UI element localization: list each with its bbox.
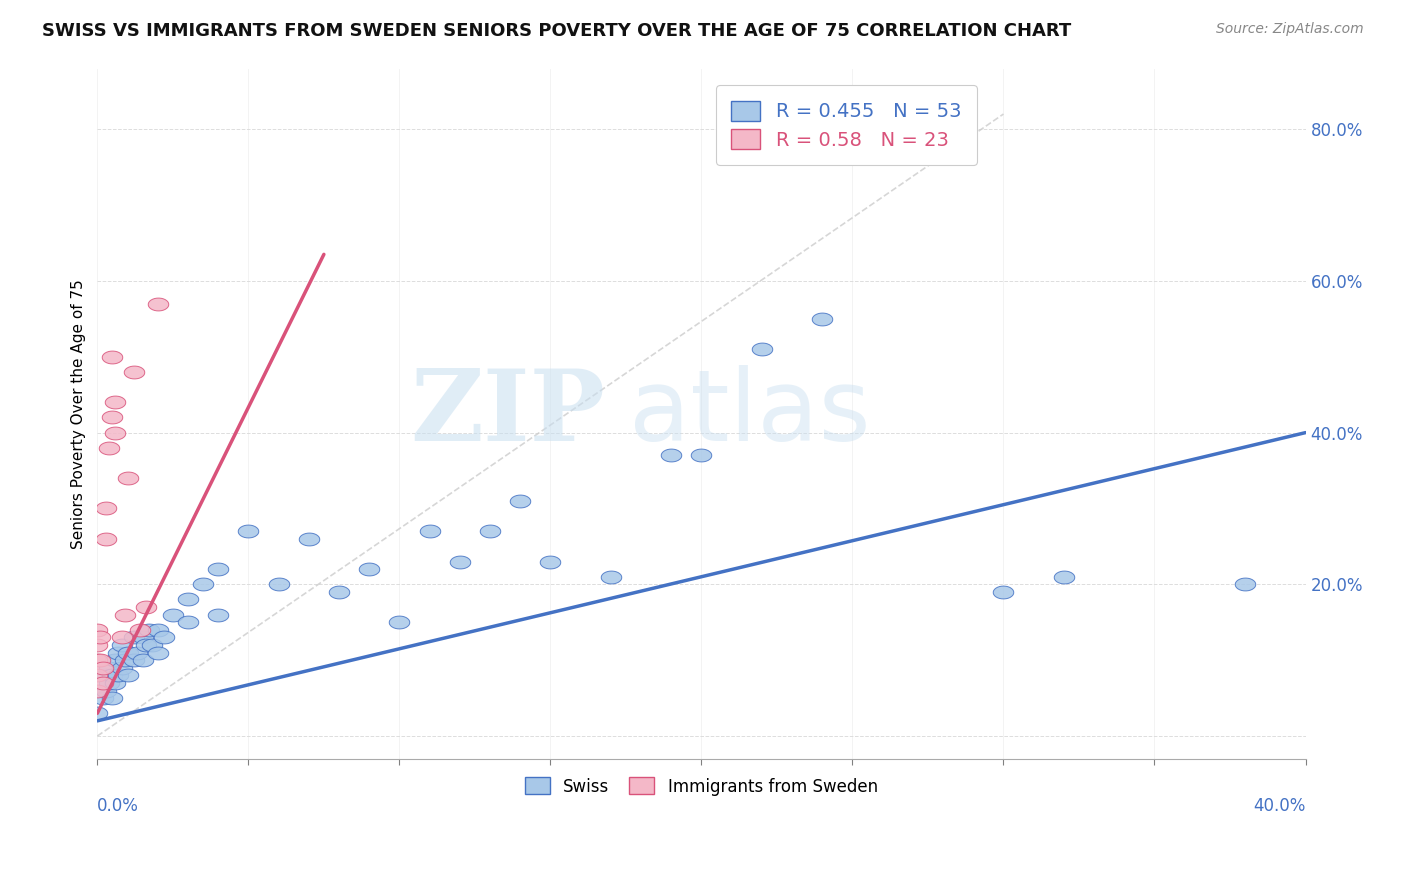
Point: [114, 653, 136, 667]
Point: [177, 615, 200, 630]
Point: [107, 646, 129, 660]
Point: [993, 585, 1015, 599]
Point: [1053, 570, 1076, 584]
Point: [96, 668, 118, 682]
Point: [162, 607, 184, 622]
Point: [599, 570, 621, 584]
Point: [98, 661, 121, 675]
Point: [509, 494, 531, 508]
Point: [298, 532, 321, 546]
Point: [359, 562, 381, 576]
Text: 40.0%: 40.0%: [1253, 797, 1306, 814]
Point: [110, 661, 132, 675]
Point: [101, 350, 124, 364]
Point: [122, 365, 145, 379]
Point: [690, 449, 713, 463]
Point: [146, 623, 169, 637]
Point: [86, 683, 108, 698]
Point: [86, 706, 108, 721]
Point: [117, 668, 139, 682]
Point: [751, 342, 773, 356]
Point: [131, 653, 153, 667]
Text: atlas: atlas: [628, 365, 870, 462]
Point: [107, 668, 129, 682]
Point: [89, 631, 111, 645]
Point: [98, 676, 121, 690]
Point: [93, 661, 115, 675]
Point: [86, 623, 108, 637]
Point: [479, 524, 502, 539]
Point: [267, 577, 290, 591]
Text: SWISS VS IMMIGRANTS FROM SWEDEN SENIORS POVERTY OVER THE AGE OF 75 CORRELATION C: SWISS VS IMMIGRANTS FROM SWEDEN SENIORS …: [42, 22, 1071, 40]
Point: [538, 555, 561, 569]
Point: [146, 646, 169, 660]
Point: [207, 562, 229, 576]
Point: [449, 555, 471, 569]
Point: [135, 638, 157, 652]
Point: [146, 296, 169, 310]
Text: Source: ZipAtlas.com: Source: ZipAtlas.com: [1216, 22, 1364, 37]
Point: [811, 311, 834, 326]
Point: [110, 631, 132, 645]
Point: [104, 653, 127, 667]
Point: [128, 623, 150, 637]
Point: [96, 532, 118, 546]
Point: [141, 638, 163, 652]
Point: [135, 600, 157, 615]
Point: [104, 425, 127, 440]
Point: [101, 691, 124, 706]
Point: [122, 653, 145, 667]
Point: [138, 623, 160, 637]
Point: [86, 653, 108, 667]
Y-axis label: Seniors Poverty Over the Age of 75: Seniors Poverty Over the Age of 75: [72, 279, 86, 549]
Point: [328, 585, 350, 599]
Legend: Swiss, Immigrants from Sweden: Swiss, Immigrants from Sweden: [519, 771, 884, 802]
Point: [191, 577, 214, 591]
Point: [419, 524, 441, 539]
Text: 0.0%: 0.0%: [97, 797, 139, 814]
Point: [86, 638, 108, 652]
Point: [153, 631, 176, 645]
Point: [110, 638, 132, 652]
Point: [238, 524, 260, 539]
Point: [117, 646, 139, 660]
Point: [388, 615, 411, 630]
Point: [659, 449, 682, 463]
Point: [114, 607, 136, 622]
Point: [86, 668, 108, 682]
Point: [122, 631, 145, 645]
Point: [104, 395, 127, 409]
Point: [98, 441, 121, 455]
Point: [101, 668, 124, 682]
Point: [96, 683, 118, 698]
Point: [125, 646, 148, 660]
Point: [131, 631, 153, 645]
Point: [89, 653, 111, 667]
Point: [207, 607, 229, 622]
Text: ZIP: ZIP: [411, 365, 605, 462]
Point: [117, 471, 139, 485]
Point: [93, 691, 115, 706]
Point: [177, 592, 200, 607]
Point: [101, 410, 124, 425]
Point: [96, 501, 118, 516]
Point: [104, 676, 127, 690]
Point: [93, 676, 115, 690]
Point: [1234, 577, 1257, 591]
